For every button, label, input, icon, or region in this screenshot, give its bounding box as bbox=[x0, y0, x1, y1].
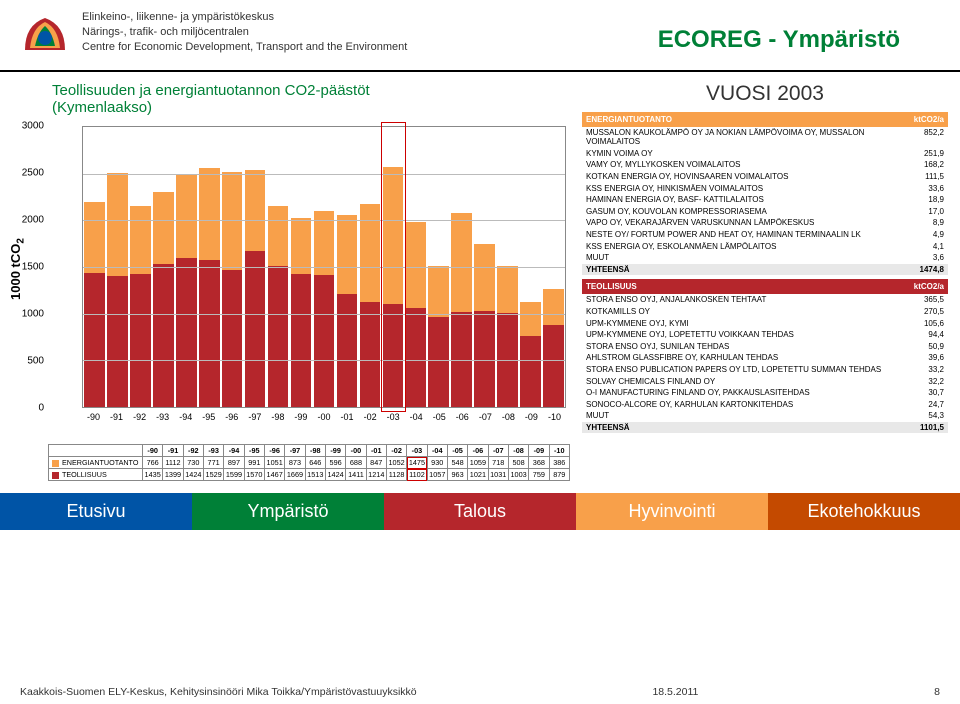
xtick: -10 bbox=[548, 412, 561, 422]
footer-page: 8 bbox=[934, 686, 940, 698]
xtick: -95 bbox=[202, 412, 215, 422]
ytick: 2000 bbox=[14, 215, 44, 226]
nav-talous[interactable]: Talous bbox=[384, 493, 576, 530]
bar-energy bbox=[520, 302, 541, 336]
bar-industry bbox=[291, 274, 312, 407]
energy-table: ENERGIANTUOTANTOktCO2/aMUSSALON KAUKOLÄM… bbox=[582, 112, 948, 275]
bar-industry bbox=[268, 266, 289, 407]
org-fi: Elinkeino-, liikenne- ja ympäristökeskus bbox=[82, 10, 407, 25]
xtick: -97 bbox=[248, 412, 261, 422]
nav-ympäristö[interactable]: Ympäristö bbox=[192, 493, 384, 530]
bar-industry bbox=[383, 304, 404, 407]
bar-energy bbox=[176, 174, 197, 258]
bar-industry bbox=[245, 251, 266, 407]
bar-industry bbox=[428, 317, 449, 407]
xtick: -05 bbox=[433, 412, 446, 422]
bar-energy bbox=[428, 266, 449, 317]
ely-logo bbox=[20, 10, 70, 60]
xtick: -00 bbox=[317, 412, 330, 422]
xtick: -08 bbox=[502, 412, 515, 422]
xtick: -09 bbox=[525, 412, 538, 422]
page-title: ECOREG - Ympäristö bbox=[658, 26, 900, 54]
bar-industry bbox=[543, 325, 564, 407]
bar-industry bbox=[130, 274, 151, 407]
xtick: -92 bbox=[133, 412, 146, 422]
bar-energy bbox=[474, 244, 495, 311]
xtick: -03 bbox=[387, 412, 400, 422]
bar-energy bbox=[130, 206, 151, 274]
org-sv: Närings-, trafik- och miljöcentralen bbox=[82, 25, 407, 40]
bar-industry bbox=[337, 294, 358, 407]
ytick: 3000 bbox=[14, 121, 44, 132]
xtick: -06 bbox=[456, 412, 469, 422]
xtick: -07 bbox=[479, 412, 492, 422]
nav-ekotehokkuus[interactable]: Ekotehokkuus bbox=[768, 493, 960, 530]
divider bbox=[0, 70, 960, 72]
bar-industry bbox=[153, 264, 174, 407]
year-label: VUOSI 2003 bbox=[582, 82, 948, 106]
bar-energy bbox=[84, 202, 105, 273]
bar-energy bbox=[497, 266, 518, 313]
nav-etusivu[interactable]: Etusivu bbox=[0, 493, 192, 530]
org-names: Elinkeino-, liikenne- ja ympäristökeskus… bbox=[82, 10, 407, 55]
footer: Kaakkois-Suomen ELY-Keskus, Kehitysinsin… bbox=[20, 686, 940, 698]
xtick: -94 bbox=[179, 412, 192, 422]
footer-date: 18.5.2011 bbox=[652, 686, 698, 698]
bar-energy bbox=[268, 206, 289, 266]
bar-industry bbox=[176, 258, 197, 407]
chart-area: Teollisuuden ja energiantuotannon CO2-pä… bbox=[12, 82, 572, 481]
ytick: 1500 bbox=[14, 262, 44, 273]
bar-energy bbox=[543, 289, 564, 325]
bar-industry bbox=[107, 276, 128, 407]
bar-energy bbox=[383, 167, 404, 305]
org-en: Centre for Economic Development, Transpo… bbox=[82, 40, 407, 55]
bar-industry bbox=[520, 336, 541, 407]
chart-plot bbox=[82, 126, 566, 408]
bar-energy bbox=[199, 168, 220, 260]
bar-energy bbox=[451, 213, 472, 312]
bar-energy bbox=[245, 170, 266, 251]
ytick: 2500 bbox=[14, 168, 44, 179]
industry-table: TEOLLISUUSktCO2/aSTORA ENSO OYJ, ANJALAN… bbox=[582, 279, 948, 433]
chart-title: Teollisuuden ja energiantuotannon CO2-pä… bbox=[52, 82, 572, 116]
xtick: -96 bbox=[225, 412, 238, 422]
side-panel: VUOSI 2003 ENERGIANTUOTANTOktCO2/aMUSSAL… bbox=[572, 82, 948, 481]
bar-energy bbox=[291, 218, 312, 274]
bar-industry bbox=[360, 302, 381, 407]
xtick: -02 bbox=[364, 412, 377, 422]
xtick: -91 bbox=[110, 412, 123, 422]
ytick: 1000 bbox=[14, 309, 44, 320]
xtick: -93 bbox=[156, 412, 169, 422]
bar-industry bbox=[406, 308, 427, 407]
xtick: -90 bbox=[87, 412, 100, 422]
bar-industry bbox=[222, 270, 243, 407]
ytick: 0 bbox=[14, 403, 44, 414]
bar-industry bbox=[474, 311, 495, 407]
xtick: -04 bbox=[410, 412, 423, 422]
nav-hyvinvointi[interactable]: Hyvinvointi bbox=[576, 493, 768, 530]
xtick: -99 bbox=[294, 412, 307, 422]
ytick: 500 bbox=[14, 356, 44, 367]
bar-energy bbox=[107, 173, 128, 277]
bar-energy bbox=[360, 204, 381, 302]
xtick: -01 bbox=[341, 412, 354, 422]
bar-industry bbox=[314, 275, 335, 407]
xtick: -98 bbox=[271, 412, 284, 422]
nav-tabs: EtusivuYmpäristöTalousHyvinvointiEkoteho… bbox=[0, 493, 960, 530]
chart-data-table: -90-91-92-93-94-95-96-97-98-99-00-01-02-… bbox=[48, 444, 570, 481]
bar-industry bbox=[199, 260, 220, 407]
bar-industry bbox=[84, 273, 105, 407]
bar-energy bbox=[153, 192, 174, 264]
bar-energy bbox=[337, 215, 358, 294]
bar-energy bbox=[406, 222, 427, 309]
footer-left: Kaakkois-Suomen ELY-Keskus, Kehitysinsin… bbox=[20, 686, 417, 698]
